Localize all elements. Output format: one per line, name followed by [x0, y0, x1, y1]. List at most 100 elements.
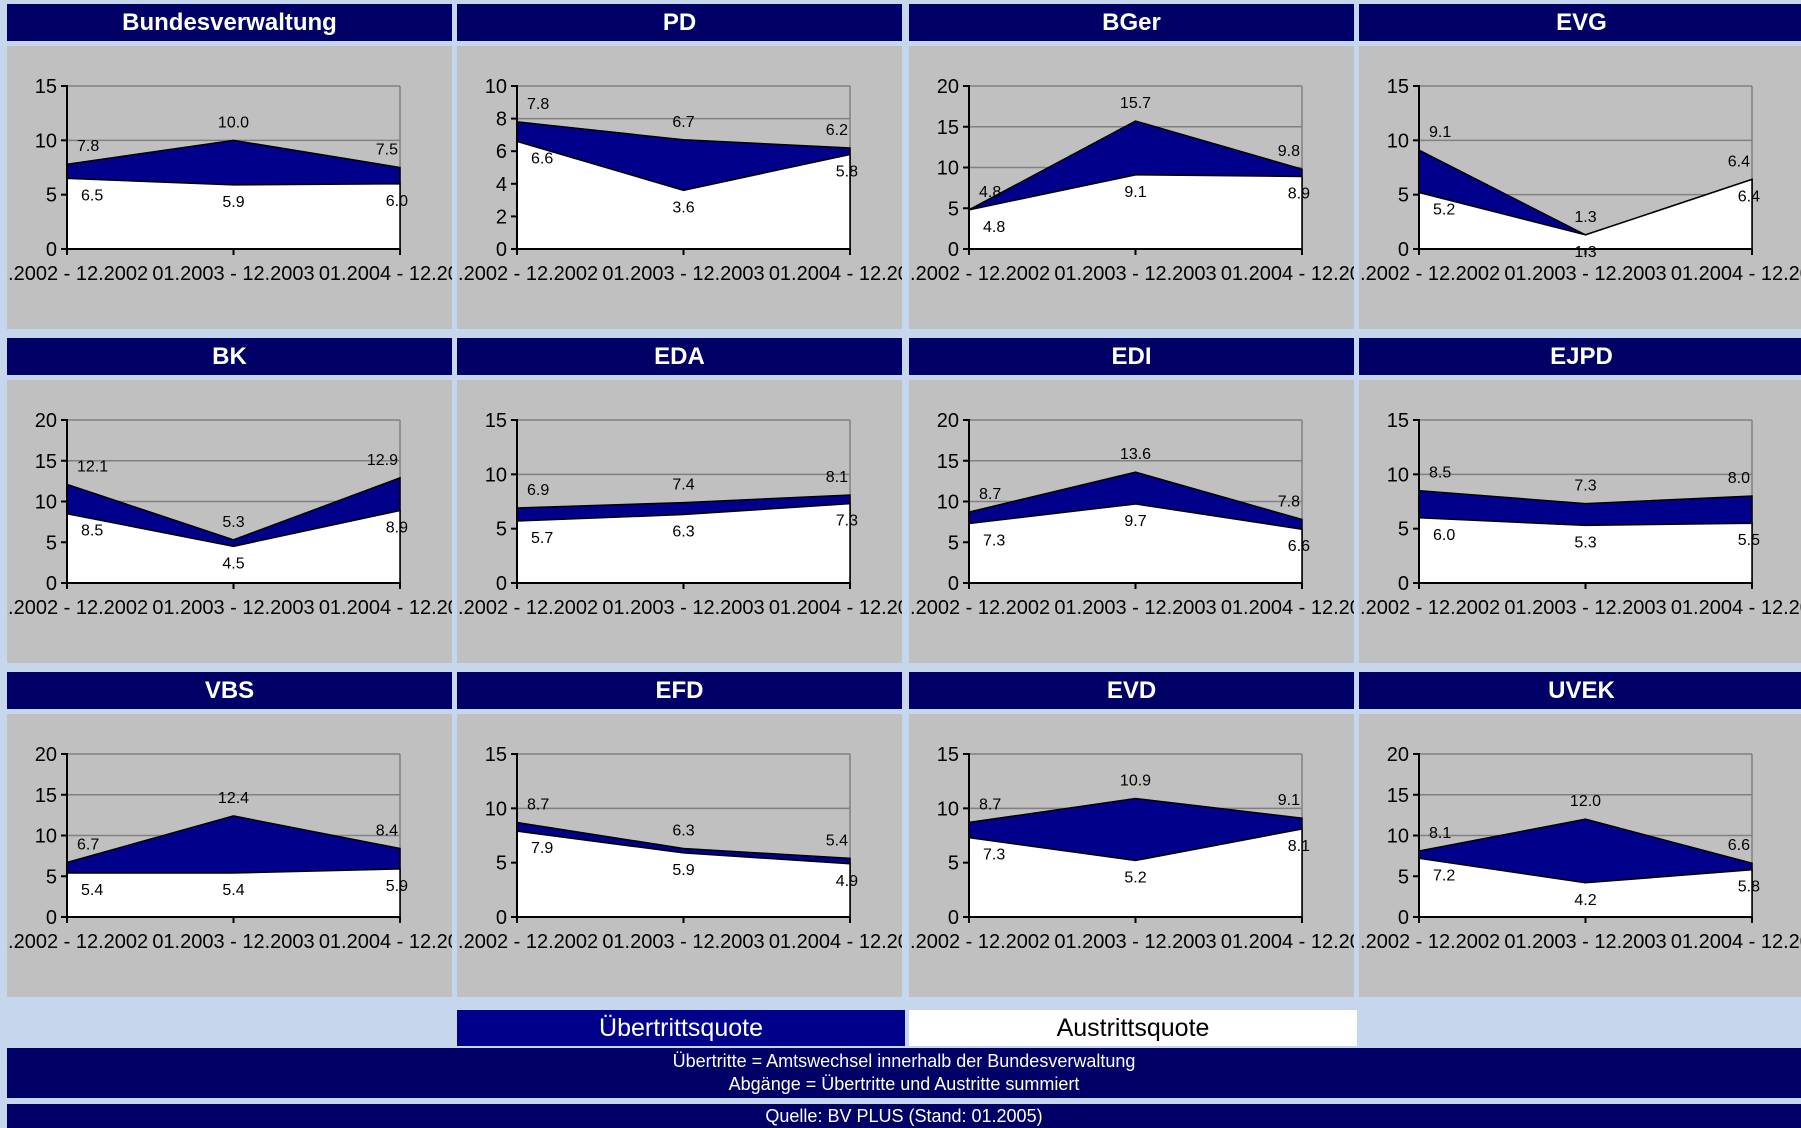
y-tick-label: 20: [937, 76, 959, 98]
y-tick-label: 2: [496, 206, 507, 228]
data-label-austrittsquote: 5.4: [222, 882, 244, 899]
y-tick-label: 0: [496, 239, 507, 261]
data-label-austrittsquote: 8.9: [1288, 185, 1310, 202]
data-label-austrittsquote: 5.9: [672, 862, 694, 879]
data-label-uebertrittsquote: 7.8: [77, 138, 99, 155]
y-tick-label: 15: [1387, 785, 1409, 807]
y-tick-label: 5: [1398, 519, 1409, 541]
data-label-uebertrittsquote: 7.5: [376, 142, 398, 159]
data-label-austrittsquote: 7.2: [1433, 867, 1455, 884]
x-tick-label: 01.2003 - 12.2003: [152, 597, 314, 619]
data-label-austrittsquote: 3.6: [672, 199, 694, 216]
x-tick-label: 01.2003 - 12.2003: [1504, 597, 1666, 619]
y-tick-label: 6: [496, 141, 507, 163]
x-tick-label: 01.2002 - 12.2002: [457, 931, 598, 953]
data-label-uebertrittsquote: 8.0: [1728, 470, 1750, 487]
y-tick-label: 5: [46, 532, 57, 554]
y-tick-label: 10: [937, 798, 959, 820]
y-tick-label: 10: [35, 826, 57, 848]
x-tick-label: 01.2003 - 12.2003: [602, 263, 764, 285]
data-label-austrittsquote: 5.2: [1433, 201, 1455, 218]
data-label-austrittsquote: 6.4: [1738, 188, 1760, 205]
x-tick-label: 01.2003 - 12.2003: [602, 597, 764, 619]
y-tick-label: 10: [937, 492, 959, 514]
data-label-uebertrittsquote: 12.9: [367, 452, 398, 469]
x-tick-label: 01.2002 - 12.2002: [1359, 263, 1500, 285]
x-tick-label: 01.2002 - 12.2002: [909, 263, 1050, 285]
y-tick-label: 0: [948, 239, 959, 261]
data-label-austrittsquote: 4.2: [1574, 892, 1596, 909]
data-label-uebertrittsquote: 9.1: [1278, 792, 1300, 809]
data-label-uebertrittsquote: 8.7: [527, 796, 549, 813]
data-label-uebertrittsquote: 5.4: [826, 832, 848, 849]
data-label-uebertrittsquote: 6.4: [1728, 153, 1750, 170]
data-label-uebertrittsquote: 7.4: [672, 477, 694, 494]
y-tick-label: 0: [948, 573, 959, 595]
x-tick-label: 01.2002 - 12.2002: [457, 597, 598, 619]
chart-title: EDA: [457, 338, 902, 375]
data-label-uebertrittsquote: 6.3: [672, 823, 694, 840]
y-tick-label: 15: [937, 117, 959, 139]
x-tick-label: 01.2003 - 12.2003: [1054, 931, 1216, 953]
y-tick-label: 5: [948, 198, 959, 220]
y-tick-label: 10: [1387, 130, 1409, 152]
data-label-uebertrittsquote: 8.4: [376, 823, 398, 840]
y-tick-label: 10: [35, 492, 57, 514]
data-label-uebertrittsquote: 13.6: [1120, 446, 1151, 463]
data-label-uebertrittsquote: 6.9: [527, 482, 549, 499]
y-tick-label: 5: [496, 853, 507, 875]
y-tick-label: 0: [496, 907, 507, 929]
data-label-austrittsquote: 7.3: [836, 513, 858, 530]
y-tick-label: 10: [485, 76, 507, 98]
chart-title: EFD: [457, 672, 902, 709]
y-tick-label: 20: [35, 744, 57, 766]
data-label-austrittsquote: 5.5: [1738, 532, 1760, 549]
data-label-uebertrittsquote: 10.9: [1120, 773, 1151, 790]
data-label-uebertrittsquote: 4.8: [979, 184, 1001, 201]
data-label-austrittsquote: 5.9: [222, 194, 244, 211]
y-tick-label: 15: [485, 410, 507, 432]
data-label-uebertrittsquote: 9.8: [1278, 143, 1300, 160]
data-label-austrittsquote: 1.3: [1574, 244, 1596, 261]
y-tick-label: 15: [937, 451, 959, 473]
data-label-austrittsquote: 6.6: [1288, 538, 1310, 555]
y-tick-label: 15: [1387, 410, 1409, 432]
series-austrittsquote-area: [66, 177, 401, 250]
data-label-uebertrittsquote: 5.3: [222, 514, 244, 531]
y-tick-label: 0: [46, 239, 57, 261]
y-tick-label: 10: [937, 158, 959, 180]
x-tick-label: 01.2003 - 12.2003: [1504, 263, 1666, 285]
y-tick-label: 15: [35, 451, 57, 473]
x-tick-label: 01.2003 - 12.2003: [1504, 931, 1666, 953]
x-tick-label: 01.2004 - 12.2004: [319, 263, 452, 285]
x-tick-label: 01.2004 - 12.2004: [1221, 597, 1354, 619]
x-tick-label: 01.2004 - 12.2004: [1671, 931, 1801, 953]
chart-title: VBS: [7, 672, 452, 709]
y-tick-label: 0: [948, 907, 959, 929]
x-tick-label: 01.2002 - 12.2002: [457, 263, 598, 285]
x-tick-label: 01.2004 - 12.2004: [319, 931, 452, 953]
chart-title: PD: [457, 4, 902, 41]
y-tick-label: 10: [485, 798, 507, 820]
y-tick-label: 0: [1398, 573, 1409, 595]
